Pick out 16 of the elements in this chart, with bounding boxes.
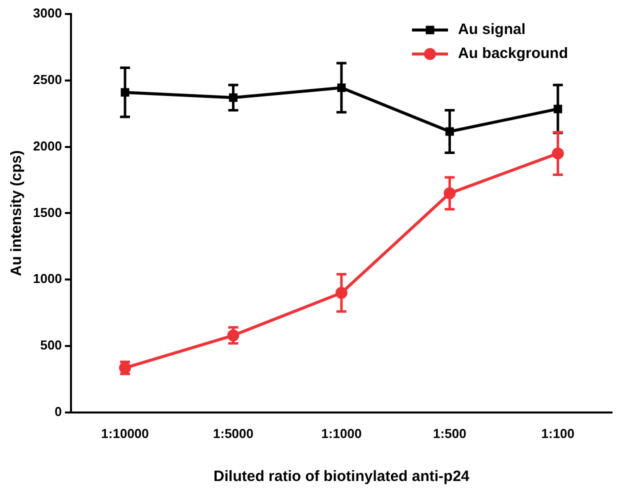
x-tick-label: 1:100 (541, 426, 575, 441)
legend-label: Au signal (458, 21, 526, 38)
legend-label: Au background (458, 45, 568, 62)
y-axis-title: Au intensity (cps) (8, 150, 26, 276)
y-tick-label: 500 (40, 338, 62, 353)
y-tick-label: 2000 (33, 138, 62, 154)
x-tick-label: 1:500 (433, 426, 466, 441)
x-axis-title: Diluted ratio of biotinylated anti-p24 (214, 468, 470, 486)
x-tick-label: 1:1000 (321, 426, 362, 441)
y-tick-label: 3000 (33, 6, 62, 21)
y-tick-label: 2500 (33, 72, 62, 87)
y-tick-label: 1500 (33, 204, 62, 220)
x-tick-label: 1:10000 (101, 426, 149, 441)
x-tick-label: 1:5000 (213, 426, 254, 441)
y-tick-label: 0 (54, 404, 62, 419)
y-tick-label: 1000 (33, 271, 62, 286)
